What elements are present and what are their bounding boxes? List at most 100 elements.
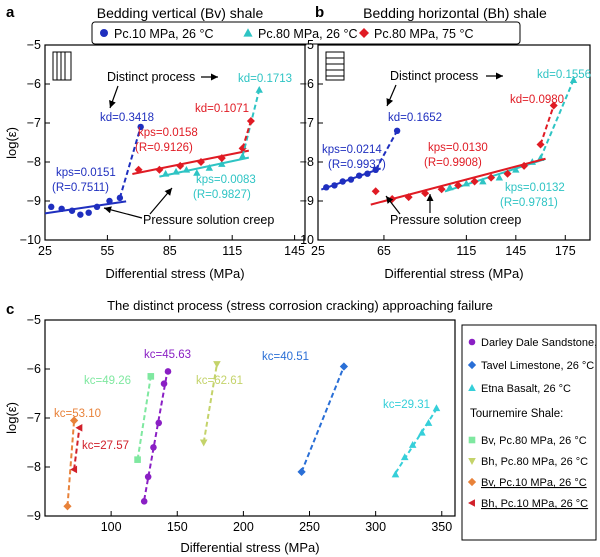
series-line <box>66 420 76 507</box>
top-legend-label: Pc.80 MPa, 75 °C <box>374 27 474 41</box>
data-point <box>199 439 208 447</box>
data-point <box>70 465 78 474</box>
y-tick-label: −6 <box>300 77 314 91</box>
kc-orange: kc=53.10 <box>54 408 101 420</box>
panel-a-r-red: (R=0.9126) <box>135 142 193 154</box>
x-tick-label: 200 <box>233 520 254 534</box>
panel-a-kps-cyan: kps=0.0083 <box>196 174 256 186</box>
series-line <box>202 363 218 443</box>
legend-label: Tavel Limestone, 26 °C <box>481 360 594 372</box>
panel-b-annotations: Distinct process Pressure solution creep… <box>322 69 591 227</box>
x-tick-label: 300 <box>365 520 386 534</box>
y-tick-label: −9 <box>300 194 314 208</box>
panel-b-r-cyan: (R=0.9781) <box>500 197 558 209</box>
panel-b-frame <box>317 44 591 241</box>
data-point <box>487 173 496 182</box>
series-line <box>136 376 152 460</box>
panel-b-plot: 25 65 115 145 175 −5 −6 −7 −8 −9 −10 <box>293 38 578 258</box>
panel-a-pressure-solution: Pressure solution creep <box>143 213 274 227</box>
kc-blue: kc=40.51 <box>262 351 309 363</box>
x-tick-label: 55 <box>100 244 114 258</box>
data-point <box>388 195 397 204</box>
data-point <box>331 182 338 189</box>
x-tick-label: 100 <box>101 520 122 534</box>
data-point <box>404 193 413 202</box>
panel-b-kd-cyan: kd=0.1556 <box>537 69 591 81</box>
data-point <box>371 187 380 196</box>
panel-a-plot: 25 55 85 115 145 −5 −6 −7 −8 −9 −10 <box>20 38 305 258</box>
data-point <box>323 184 330 191</box>
panel-b-r-blue: (R=0.9937) <box>328 159 386 171</box>
data-point <box>393 127 401 134</box>
panel-c-xlabel: Differential stress (MPa) <box>180 540 319 555</box>
data-point <box>339 178 346 185</box>
data-point <box>339 362 349 371</box>
panel-label-c: c <box>6 301 14 318</box>
y-tick-label: −8 <box>27 155 41 169</box>
panel-a-distinct-process: Distinct process <box>107 70 195 84</box>
data-point <box>246 117 255 126</box>
panel-b-kps-cyan: kps=0.0132 <box>505 182 565 194</box>
vertical-bedding-icon <box>52 51 72 81</box>
data-point <box>75 424 83 432</box>
legend-marker <box>468 458 476 465</box>
data-point <box>160 380 168 388</box>
data-point <box>68 207 76 214</box>
x-tick-label: 115 <box>456 244 476 258</box>
horizontal-bedding-icon <box>325 51 345 81</box>
fit-line <box>444 158 546 193</box>
data-point <box>218 160 226 167</box>
data-point <box>424 418 433 426</box>
data-point <box>391 470 400 478</box>
y-tick-label: −6 <box>27 362 41 376</box>
kc-olive: kc=62.61 <box>196 375 243 387</box>
data-point <box>520 161 529 170</box>
kc-cyan: kc=29.31 <box>383 399 430 411</box>
data-point <box>512 165 520 173</box>
data-point <box>161 169 170 177</box>
top-legend: Pc.10 MPa, 26 °C Pc.80 MPa, 26 °C Pc.80 MP… <box>91 21 521 45</box>
y-tick-label: −5 <box>27 38 41 52</box>
y-tick-label: −8 <box>300 155 314 169</box>
x-tick-label: 250 <box>299 520 320 534</box>
distinct-process-line <box>539 79 575 159</box>
y-tick-label: −9 <box>27 509 41 523</box>
data-point <box>93 203 101 211</box>
y-tick-label: −5 <box>300 38 314 52</box>
legend-label: Darley Dale Sandstone, 20 °C <box>481 337 600 349</box>
panel-a-ylabel: log(ε̇) <box>4 127 19 159</box>
data-point <box>134 456 141 463</box>
data-point <box>205 164 213 171</box>
y-tick-label: −9 <box>27 194 41 208</box>
data-point <box>137 123 144 131</box>
panel-b-pressure-solution: Pressure solution creep <box>390 213 521 227</box>
panel-b-kps-red: kps=0.0130 <box>428 142 488 154</box>
data-point <box>150 444 157 451</box>
legend-marker <box>467 477 477 487</box>
distinct-process-line <box>118 126 142 199</box>
panel-c-ylabel: log(ε̇) <box>4 402 19 434</box>
y-tick-label: −6 <box>27 77 41 91</box>
top-legend-marker <box>359 28 369 38</box>
data-point <box>164 368 172 375</box>
data-point <box>193 169 201 176</box>
panel-c-plot: 100 150 200 250 300 350 −5 −6 −7 −8 −9 <box>27 313 453 534</box>
x-tick-label: 350 <box>431 520 452 534</box>
data-point <box>495 173 504 181</box>
data-point <box>400 453 409 461</box>
x-tick-label: 145 <box>505 244 526 258</box>
panel-c-legend: Darley Dale Sandstone, 20 °C Tavel Limest… <box>461 324 600 541</box>
legend-label: Bv, Pc.10 MPa, 26 °C <box>481 477 587 489</box>
data-point <box>217 154 226 163</box>
panel-a-frame <box>44 44 306 241</box>
data-point <box>69 416 79 425</box>
y-tick-label: −7 <box>27 411 41 425</box>
panel-b-r-red: (R=0.9908) <box>424 157 482 169</box>
data-point <box>356 172 363 179</box>
kc-green: kc=49.26 <box>84 375 131 387</box>
data-point <box>462 179 471 187</box>
data-point <box>479 177 487 185</box>
panel-label-a: a <box>6 4 15 21</box>
y-tick-label: −7 <box>27 116 41 130</box>
data-point <box>172 167 180 175</box>
